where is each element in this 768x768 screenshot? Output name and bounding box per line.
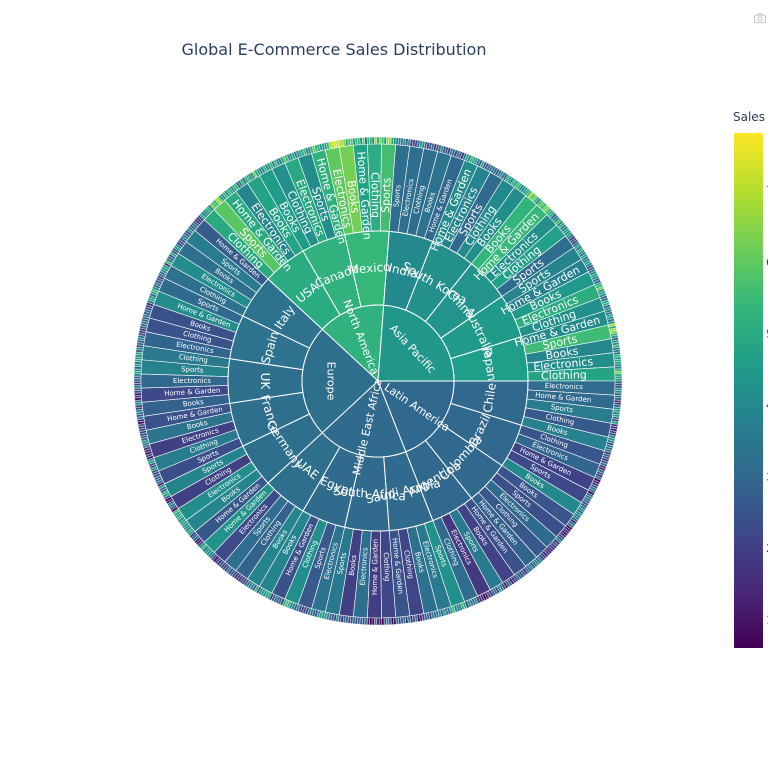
country-label-uk: UK [258, 373, 272, 391]
category-label-mexico-books: Books [344, 179, 361, 214]
category-label-mexico-clothing: Clothing [368, 172, 382, 218]
category-label-uk-books: Books [182, 398, 204, 409]
category-label-south-africa-clothing: Clothing [382, 552, 391, 581]
colorbar-tick: 5 [766, 327, 768, 340]
category-label-japan-electronics: Electronics [533, 355, 594, 373]
colorbar-tick: 3 [766, 470, 768, 483]
region-europe[interactable] [301, 328, 379, 434]
colorbar-tick: 4 [766, 399, 768, 412]
category-label-south-africa-electronics: Electronics [359, 547, 370, 586]
country-label-japan: Japan [480, 346, 499, 382]
colorbar-tick: 7 [766, 184, 768, 197]
colorbar-title: Sales [733, 110, 765, 124]
colorbar-tick: 6 [766, 256, 768, 269]
colorbar-tick: 1 [766, 613, 768, 626]
region-asia-pacific[interactable] [377, 304, 455, 382]
category-label-uk-clothing: Clothing [178, 353, 208, 364]
category-label-uk-sports: Sports [181, 365, 204, 374]
camera-icon[interactable] [754, 13, 766, 23]
country-label-south-africa: South Africa [333, 484, 407, 503]
country-label-mexico: Mexico [348, 260, 391, 277]
region-label-europe: Europe [324, 362, 337, 401]
country-label-india: India [387, 261, 419, 281]
chart-title: Global E-Commerce Sales Distribution [182, 40, 487, 59]
category-label-india-sports: Sports [392, 184, 402, 208]
category-label-south-africa-home-and-garden: Home & Garden [371, 539, 380, 595]
category-label-japan-books: Books [545, 344, 580, 362]
colorbar-tick: 2 [766, 542, 768, 555]
category-label-uk-home-and-garden: Home & Garden [164, 386, 221, 397]
colorbar: Sales 1 2 3 4 5 6 7 [733, 110, 768, 648]
category-label-uk-electronics: Electronics [173, 377, 212, 385]
category-label-chile-electronics: Electronics [545, 382, 584, 391]
category-label-japan-clothing: Clothing [541, 368, 587, 382]
country-label-chile: Chile [481, 382, 499, 414]
category-label-chile-sports: Sports [550, 403, 574, 414]
category-label-south-africa-books: Books [348, 554, 359, 576]
region-middle-east-africa[interactable] [321, 380, 407, 458]
colorbar-gradient [734, 133, 763, 648]
region-north-america[interactable] [321, 304, 385, 383]
region-ring[interactable] [301, 304, 455, 458]
category-label-mexico-sports: Sports [379, 177, 394, 213]
region-latin-america[interactable] [377, 380, 455, 453]
category-ring[interactable] [140, 143, 616, 619]
